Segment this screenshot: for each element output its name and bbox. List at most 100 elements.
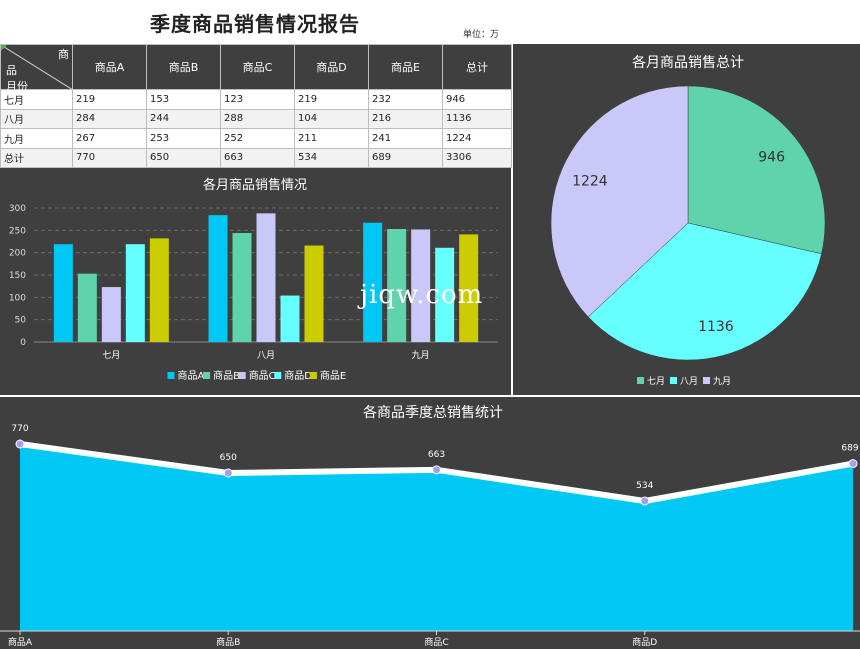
- y-tick-label: 150: [9, 271, 26, 281]
- pie-slice: [587, 222, 822, 361]
- table-cell: 123: [220, 89, 295, 110]
- bar: [125, 244, 145, 342]
- legend-label: 七月: [647, 376, 665, 387]
- y-tick-label: 300: [9, 204, 26, 214]
- legend-swatch: [637, 377, 644, 384]
- data-label: 663: [428, 450, 445, 460]
- bar: [101, 287, 121, 342]
- pie-data-label: 1224: [572, 174, 608, 190]
- table-row: 总计 770 650 663 534 689 3306: [0, 147, 512, 168]
- legend-label: 商品A: [178, 369, 205, 382]
- row-label: 七月: [0, 89, 73, 110]
- table-cell: 104: [294, 108, 369, 129]
- corner-label-product-top: 商: [58, 48, 69, 61]
- legend-label: 商品B: [213, 369, 240, 382]
- bar: [435, 247, 455, 342]
- data-point: [432, 465, 441, 475]
- table-cell: 211: [294, 128, 369, 149]
- legend-label: 八月: [680, 376, 698, 387]
- page-title: 季度商品销售情况报告: [150, 12, 360, 36]
- table-cell: 1136: [442, 108, 512, 129]
- data-point: [15, 439, 25, 449]
- y-tick-label: 200: [9, 249, 26, 259]
- legend-swatch: [309, 372, 317, 379]
- x-tick-label: 商品D: [632, 636, 657, 648]
- chart-title: 各商品季度总销售统计: [363, 405, 503, 421]
- table-cell: 770: [72, 147, 147, 168]
- corner-label-product-mid: 品: [6, 64, 17, 77]
- y-tick-label: 100: [9, 293, 26, 303]
- bar: [256, 213, 276, 342]
- unit-label: 单位：万: [463, 30, 500, 40]
- table-cell: 689: [368, 147, 443, 168]
- bar: [304, 245, 324, 342]
- table-cell: 219: [72, 89, 147, 110]
- table-cell: 232: [368, 89, 443, 110]
- table-cell: 534: [294, 147, 369, 168]
- pie-data-label: 1136: [698, 319, 734, 335]
- x-tick-label: 八月: [257, 350, 275, 361]
- row-label: 八月: [0, 108, 73, 129]
- x-tick-label: 七月: [102, 350, 120, 361]
- row-label: 总计: [0, 147, 73, 168]
- data-label: 650: [220, 453, 237, 463]
- table-cell: 946: [442, 89, 512, 110]
- column-header: 商品C: [220, 44, 295, 90]
- data-point: [848, 459, 858, 469]
- chart-title: 各月商品销售总计: [632, 55, 744, 71]
- corner-diagonal: [1, 45, 73, 90]
- table-cell: 288: [220, 108, 295, 129]
- table-row: 八月 284 244 288 104 216 1136: [0, 108, 512, 129]
- table-cell: 244: [146, 108, 221, 129]
- column-header: 商品E: [368, 44, 443, 90]
- y-tick-label: 250: [9, 226, 26, 236]
- column-header: 总计: [442, 44, 512, 90]
- chart-title: 各月商品销售情况: [203, 177, 307, 193]
- legend-label: 商品D: [284, 369, 312, 382]
- bar: [387, 228, 407, 342]
- table-cell: 267: [72, 128, 147, 149]
- bar: [232, 233, 252, 342]
- data-point: [223, 468, 233, 478]
- column-header: 商品A: [72, 44, 147, 90]
- bar: [459, 234, 479, 342]
- legend-swatch: [670, 377, 677, 384]
- table-cell: 1224: [442, 128, 512, 149]
- x-tick-label: 九月: [412, 350, 430, 361]
- legend-swatch: [203, 372, 211, 379]
- table-cell: 219: [294, 89, 369, 110]
- bar: [411, 229, 431, 342]
- area-chart-panel: 各商品季度总销售统计 770 650 663 534 689 商品A 商品B 商品C 商品D: [0, 397, 860, 649]
- legend-swatch: [274, 372, 282, 379]
- pie-data-label: 946: [758, 149, 785, 165]
- watermark-text: jiqw.com: [360, 280, 484, 310]
- bar: [77, 273, 97, 342]
- legend-label: 商品C: [249, 369, 276, 382]
- legend-swatch: [238, 372, 246, 379]
- x-tick-label: 商品B: [216, 636, 240, 648]
- table-corner-cell: 商 品 月份: [0, 44, 73, 93]
- table-cell: 216: [368, 108, 443, 129]
- y-tick-label: 0: [20, 338, 26, 348]
- bar: [280, 295, 300, 342]
- data-label: 689: [841, 444, 858, 454]
- table-cell: 284: [72, 108, 147, 129]
- pie-chart-panel: 各月商品销售总计 946 1136 1224 七月 八月 九月: [513, 44, 860, 395]
- column-header: 商品B: [146, 44, 221, 90]
- sales-table: 商 品 月份 商品A 商品B 商品C 商品D 商品E 总计 七月 219 153…: [0, 44, 512, 168]
- bar-chart-panel: 各月商品销售情况 0 50 100 150 200 250 300 七月 八月 九月 商品A 商品B 商品…: [0, 168, 511, 395]
- table-cell: 650: [146, 147, 221, 168]
- bar: [149, 238, 169, 342]
- table-header-row: 商 品 月份 商品A 商品B 商品C 商品D 商品E 总计: [0, 44, 512, 93]
- pie-chart: 各月商品销售总计 946 1136 1224 七月 八月 九月: [550, 55, 826, 387]
- data-label: 534: [636, 481, 653, 491]
- table-cell: 253: [146, 128, 221, 149]
- table-row: 七月 219 153 123 219 232 946: [0, 89, 512, 110]
- legend-swatch: [167, 372, 175, 379]
- column-header: 商品D: [294, 44, 369, 90]
- legend-swatch: [703, 377, 710, 384]
- table-cell: 241: [368, 128, 443, 149]
- corner-label-month: 月份: [6, 80, 28, 93]
- table-cell: 153: [146, 89, 221, 110]
- pie-slice: [550, 85, 689, 318]
